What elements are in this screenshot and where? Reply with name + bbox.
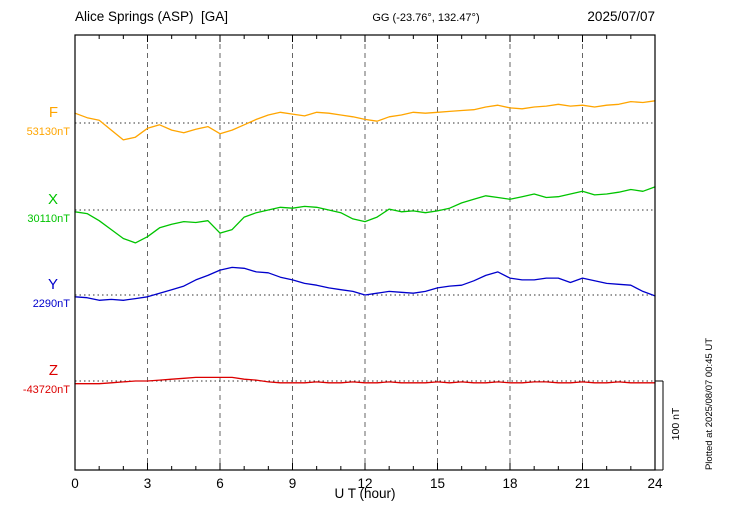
x-tick-label: 21 (575, 476, 590, 491)
trace-Z (74, 376, 656, 385)
geographic-coords-label: GG (-23.76°, 132.47°) (372, 12, 480, 24)
x-tick-label: 15 (430, 476, 445, 491)
trace-F (74, 100, 656, 141)
baseline-value-F: 53130nT (26, 126, 70, 138)
scale-bar-label: 100 nT (670, 407, 682, 441)
trace-Y (74, 266, 656, 301)
x-tick-label: 0 (71, 476, 79, 491)
baseline-value-Y: 2290nT (32, 298, 70, 310)
x-tick-label: 6 (216, 476, 224, 491)
series-label-X: X (47, 191, 58, 208)
baseline-value-Z: -43720nT (22, 384, 70, 396)
baseline-value-X: 30110nT (27, 213, 70, 225)
x-axis-title: U T (hour) (334, 486, 396, 501)
x-tick-label: 12 (357, 476, 372, 491)
series-label-F: F (48, 104, 58, 121)
x-tick-label: 9 (289, 476, 297, 491)
trace-X (74, 186, 656, 244)
plot-date: 2025/07/07 (587, 9, 655, 24)
x-tick-label: 3 (144, 476, 152, 491)
series-label-Y: Y (47, 276, 58, 293)
series-label-Z: Z (48, 362, 58, 379)
station-title: Alice Springs (ASP) [GA] (75, 9, 229, 24)
x-tick-label: 24 (647, 476, 663, 491)
plotted-at-note: Plotted at 2025/08/07 00:45 UT (704, 337, 715, 471)
x-tick-label: 18 (502, 476, 517, 491)
